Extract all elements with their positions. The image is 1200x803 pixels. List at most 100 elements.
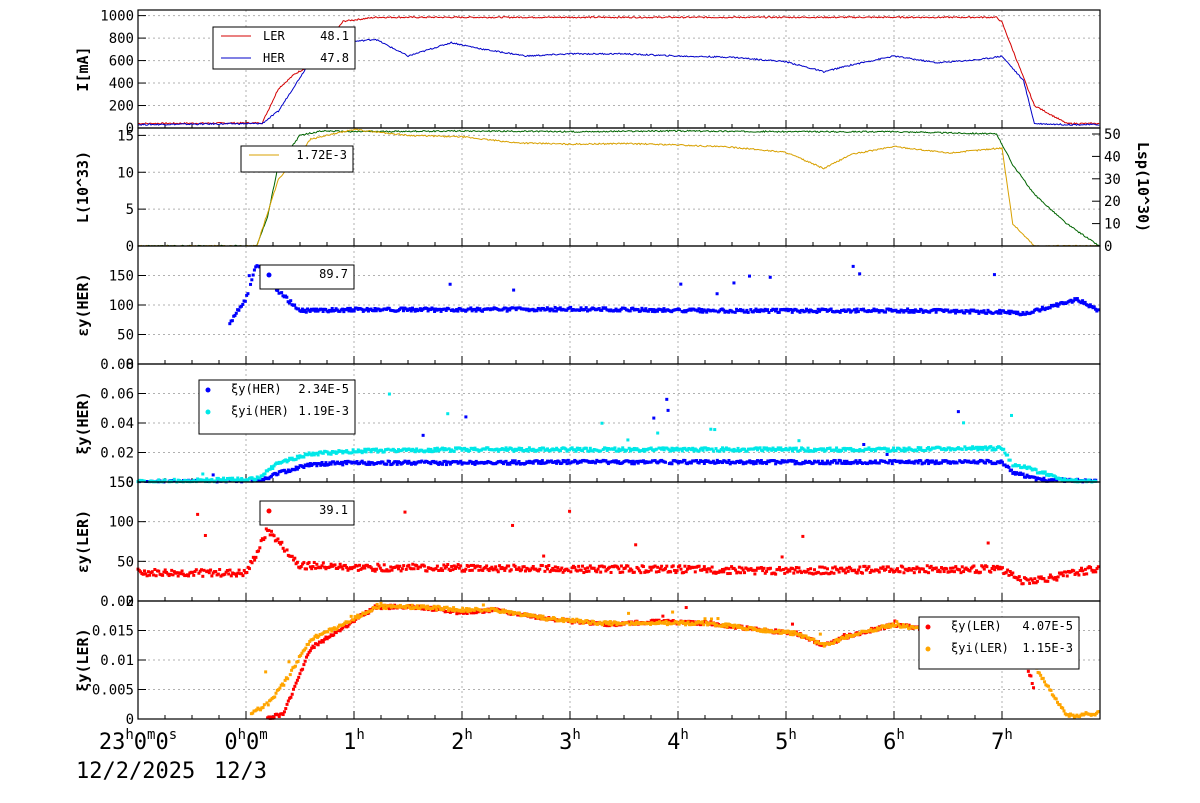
data-point [662,307,666,311]
data-point [1083,567,1087,571]
data-point [513,564,517,568]
data-point [1076,571,1080,575]
data-point [465,611,469,615]
data-point [794,459,798,463]
data-point [749,308,753,312]
data-point [688,619,692,623]
data-point [585,619,589,623]
data-point [463,446,467,450]
data-point [746,628,750,632]
data-point [296,307,300,311]
data-point [446,608,450,612]
data-point [264,527,268,531]
data-point [863,564,867,568]
data-point [779,568,783,572]
data-point [328,635,332,639]
data-point [319,640,323,644]
y-tick-label: 0 [126,121,134,137]
data-point [656,565,660,569]
data-point [306,642,310,646]
data-point [776,567,780,571]
data-point [608,565,612,569]
data-point [884,568,888,572]
data-point [846,636,850,640]
data-point [342,310,346,314]
data-point [330,306,334,310]
data-point [350,451,354,455]
data-point [1078,569,1082,573]
data-point [321,309,325,313]
data-point [569,305,573,309]
data-point [308,649,312,653]
legend-swatch [925,646,931,652]
data-point [813,568,817,572]
data-point [672,621,676,625]
data-point [444,564,448,568]
data-point [708,567,712,571]
data-point [312,307,316,311]
data-point [902,446,906,450]
data-point [599,570,603,574]
data-point [288,673,292,677]
data-point [763,571,767,575]
data-point [571,460,575,464]
data-point [496,570,500,574]
legend: 89.7 [259,264,355,290]
data-point [746,310,750,314]
data-point [681,620,685,624]
data-point [700,620,704,624]
data-point [368,448,372,452]
data-point [841,461,845,465]
data-point [649,307,653,311]
data-point [820,565,824,569]
y-right-tick-label: 40 [1104,149,1121,165]
data-point [373,307,377,311]
data-point [815,642,819,646]
data-point [1055,478,1059,482]
data-point [223,572,227,576]
legend-swatch [205,387,211,393]
data-point [377,564,381,568]
data-point [1064,570,1068,574]
data-point [660,564,664,568]
data-point [355,564,359,568]
data-point [286,468,290,472]
data-point [241,302,245,306]
data-point [348,306,352,310]
data-point [833,565,837,569]
data-point [718,449,722,453]
data-point [796,570,800,574]
data-point [339,565,343,569]
data-point [906,461,910,465]
data-point [423,605,427,609]
data-point [722,449,726,453]
data-point [1055,302,1059,306]
data-point [708,447,712,451]
data-point [876,308,880,312]
data-point [510,610,514,614]
data-point [727,458,731,462]
data-point [807,310,811,314]
data-point [490,609,494,613]
data-point [859,631,863,635]
data-point [374,447,378,451]
data-point [735,449,739,453]
data-point [303,659,307,663]
data-point [1097,710,1101,714]
data-point [525,448,529,452]
data-point [230,319,234,323]
data-point [476,564,480,568]
data-point [321,561,325,565]
data-point [766,308,770,312]
data-point [1006,568,1010,572]
data-point [407,459,411,463]
data-point [425,306,429,310]
data-point [816,639,820,643]
data-point [930,568,934,572]
data-point [625,448,629,452]
data-point [455,308,459,312]
data-point [740,460,744,464]
data-point [833,640,837,644]
y-tick-label: 100 [109,298,134,314]
